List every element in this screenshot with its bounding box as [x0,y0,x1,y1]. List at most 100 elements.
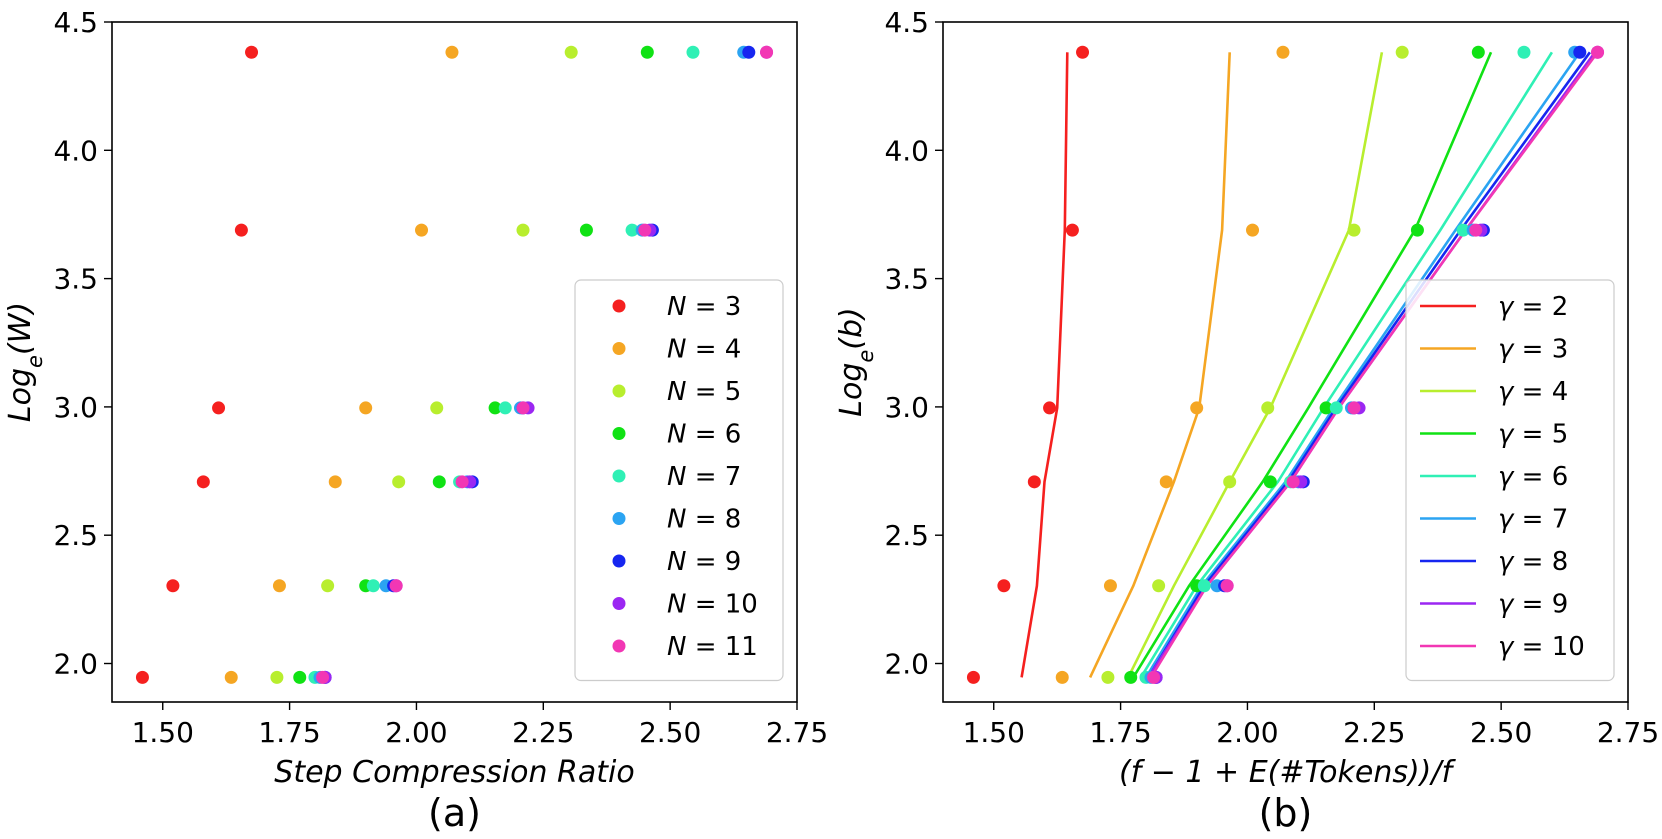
series-line-gamma-7 [1144,51,1581,679]
panel-label: (b) [1259,791,1313,835]
legend-label-variable: γ [1498,462,1515,492]
data-point-n-3 [1027,475,1041,489]
legend-box [574,279,784,682]
y-tick-label: 4.5 [884,6,929,39]
data-point-n-6 [579,223,593,237]
data-point-n-5 [392,475,406,489]
data-point-n-4 [272,579,286,593]
legend-label-variable: N [667,590,686,620]
data-point-n-5 [564,45,578,59]
data-point-n-7 [366,579,380,593]
legend-label-value: = 11 [686,632,757,662]
legend-label: γ = 8 [1498,547,1568,577]
data-point-n-9 [742,45,756,59]
x-tick-label: 1.50 [963,716,1025,749]
legend-label: γ = 3 [1498,335,1568,365]
y-tick-label: 3.5 [53,263,98,296]
y-tick-label: 2.5 [53,519,98,552]
legend-label: γ = 9 [1498,590,1568,620]
x-axis-label: Step Compression Ratio [274,755,634,790]
legend-label-variable: N [667,377,686,407]
x-tick-label: 1.75 [258,716,320,749]
legend: N = 3N = 4N = 5N = 6N = 7N = 8N = 9N = 1… [574,279,784,682]
data-point-n-11 [760,45,774,59]
legend-marker [612,427,626,440]
data-point-n-7 [1517,45,1531,59]
y-tick-label: 2.0 [884,648,929,681]
data-point-n-7 [1197,579,1211,593]
legend-label-value: = 4 [686,335,741,365]
legend-label-variable: γ [1498,335,1515,365]
legend-label-value: = 5 [1513,420,1568,450]
legend-label-variable: γ [1498,547,1515,577]
legend-marker [612,342,626,355]
y-tick-label: 4.0 [53,134,98,167]
data-point-n-5 [1347,223,1361,237]
data-point-n-6 [488,401,502,415]
legend-label: γ = 4 [1498,377,1568,407]
data-point-n-6 [293,670,307,684]
legend-marker [612,512,626,525]
plot-frame [111,21,798,703]
y-axis-label-arg: (W) [3,302,38,355]
plot-frame [942,21,1629,703]
legend-marker [612,384,626,398]
legend-label-value: = 9 [686,547,741,577]
legend-label-value: = 3 [1513,335,1568,365]
data-point-n-4 [1055,670,1069,684]
legend-label-value: = 6 [686,420,741,450]
legend-label-value: = 2 [1513,292,1568,322]
legend-label: γ = 7 [1498,505,1568,535]
data-point-n-11 [1347,401,1361,415]
data-point-n-5 [1223,475,1237,489]
data-point-n-5 [321,579,335,593]
legend-label-variable: N [667,632,686,662]
data-point-n-3 [1076,45,1090,59]
legend-label-variable: N [667,335,686,365]
x-tick-label: 2.75 [1597,716,1659,749]
data-point-n-4 [1103,579,1117,593]
legend-marker [612,597,626,610]
legend-label: N = 5 [667,377,741,407]
legend-label-variable: N [667,292,686,322]
data-point-n-4 [1190,401,1204,415]
data-point-n-7 [625,223,639,237]
data-point-n-6 [1263,475,1277,489]
legend-label-value: = 10 [686,590,757,620]
x-tick-label: 2.00 [385,716,447,749]
legend-label-value: = 8 [1513,547,1568,577]
legend-label: N = 4 [667,335,741,365]
data-point-n-4 [1276,45,1290,59]
series-line-gamma-8 [1147,51,1591,679]
data-point-n-6 [1471,45,1485,59]
data-point-n-3 [997,579,1011,593]
y-tick-label: 2.0 [53,648,98,681]
data-point-n-11 [1147,670,1161,684]
legend-label: N = 7 [667,462,741,492]
legend-label: N = 9 [667,547,741,577]
data-point-n-4 [359,401,373,415]
data-point-n-4 [328,475,342,489]
data-point-n-6 [432,475,446,489]
data-point-n-4 [1246,223,1260,237]
series-line-gamma-5 [1132,51,1493,679]
data-point-n-5 [270,670,284,684]
legend-label: N = 6 [667,420,741,450]
data-point-n-3 [212,401,226,415]
data-point-n-3 [196,475,210,489]
legend-label: N = 3 [667,292,741,322]
legend-marker [612,469,626,483]
data-point-n-3 [135,670,149,684]
data-point-n-11 [1220,579,1234,593]
data-point-n-4 [415,223,429,237]
legend-label-value: = 9 [1513,590,1568,620]
series-line-gamma-2 [1020,52,1069,678]
x-tick-label: 2.25 [512,716,574,749]
data-point-n-3 [166,579,180,593]
legend-label: γ = 6 [1498,462,1568,492]
y-axis-label-arg: (b) [834,307,869,349]
legend-marker [612,639,626,653]
y-axis-label-base: Log [3,368,38,422]
x-axis-label: (f − 1 + E(#Tokens))/f [1119,755,1457,790]
x-tick-label: 2.75 [766,716,828,749]
